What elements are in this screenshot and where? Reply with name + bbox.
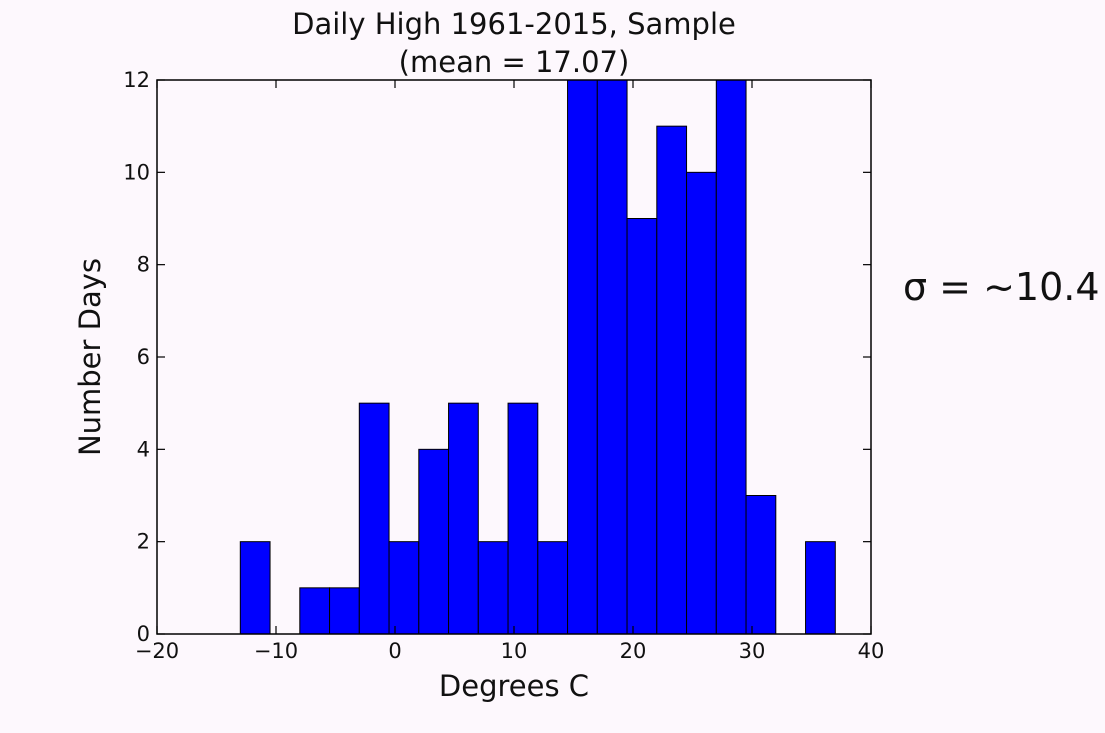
histogram-bar [626, 218, 658, 635]
y-tick-label: 0 [137, 622, 150, 646]
y-tick-label: 4 [137, 437, 150, 461]
histogram-bar [805, 541, 836, 635]
y-tick-label: 12 [123, 68, 150, 92]
y-tick-label: 6 [137, 345, 150, 369]
y-axis-label: Number Days [73, 258, 107, 456]
x-axis-label: Degrees C [439, 669, 589, 703]
histogram-bar [656, 125, 688, 635]
histogram-bar [239, 541, 271, 635]
histogram-bar [388, 541, 420, 635]
histogram-bar [507, 402, 539, 635]
histogram-bar [745, 495, 777, 635]
y-tick-label: 10 [123, 160, 150, 184]
y-axis-ticks: 0 2 4 6 8 10 12 [123, 68, 871, 646]
sigma-annotation: σ = ~10.4 [903, 265, 1100, 309]
histogram-bar [715, 79, 747, 635]
histogram-bar [448, 402, 479, 635]
histogram-bar [537, 541, 569, 635]
histogram-bar [299, 587, 331, 635]
x-tick-label: 10 [501, 639, 528, 663]
bars [239, 79, 836, 635]
x-tick-label: 20 [620, 639, 647, 663]
histogram-bar [567, 79, 598, 635]
x-tick-label: 40 [858, 639, 885, 663]
plot-frame [156, 79, 872, 635]
histogram-bar [477, 541, 509, 635]
histogram-bar [596, 79, 628, 635]
x-tick-label: 0 [388, 639, 401, 663]
histogram-bar [686, 171, 717, 635]
histogram-bar [418, 448, 450, 635]
y-tick-label: 2 [137, 530, 150, 554]
x-axis-ticks: −20 −10 0 10 20 30 40 [135, 80, 885, 663]
x-tick-label: 30 [739, 639, 766, 663]
histogram-bar [358, 402, 390, 635]
chart-title: Daily High 1961-2015, Sample [292, 7, 736, 41]
chart-subtitle: (mean = 17.07) [399, 45, 630, 79]
x-tick-label: −10 [254, 639, 298, 663]
x-tick-label: −20 [135, 639, 179, 663]
y-tick-label: 8 [137, 253, 150, 277]
histogram-bar [329, 587, 360, 635]
